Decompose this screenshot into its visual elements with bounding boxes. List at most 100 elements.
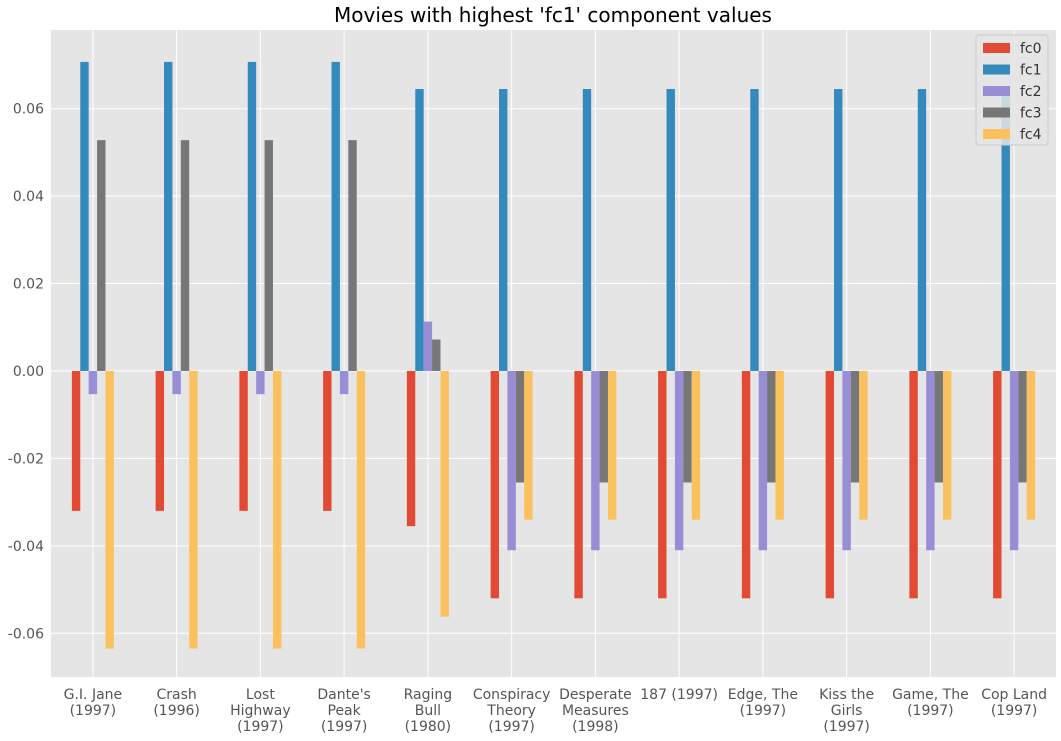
x-tick-label: Desperate Measures (1998) (559, 687, 632, 735)
x-axis-ticks: G.I. Jane (1997)Crash (1996)Lost Highway (19… (64, 687, 1047, 735)
bar-fc4 (272, 370, 282, 649)
x-tick-label-line: (1997) (237, 719, 284, 735)
legend-label-fc3: fc3 (1020, 106, 1042, 122)
x-tick-label-line: (1997) (823, 719, 870, 735)
bar-fc0 (71, 370, 81, 511)
x-tick-label-line: G.I. Jane (64, 687, 123, 703)
bar-fc2 (339, 370, 349, 395)
bar-fc3 (767, 370, 776, 483)
bar-fc4 (356, 370, 366, 649)
legend: fc0 fc1 fc2 fc3 fc4 (975, 34, 1049, 146)
x-tick-label-line: Cop Land (981, 687, 1047, 703)
bar-fc2 (256, 370, 265, 395)
x-tick-label-line: (1980) (405, 719, 452, 735)
bar-fc3 (1018, 370, 1027, 483)
bar-fc2 (926, 370, 935, 551)
x-tick-label: Lost Highway (1997) (230, 687, 291, 735)
bar-fc1 (917, 89, 927, 371)
x-tick-label: Cop Land (1997) (981, 687, 1047, 719)
y-tick-label: -0.06 (8, 626, 44, 642)
bar-fc2 (88, 370, 98, 395)
grid-lines (51, 30, 1056, 677)
bar-fc3 (515, 370, 525, 483)
bar-fc0 (993, 370, 1002, 599)
bar-fc1 (666, 89, 675, 371)
bar-fc4 (607, 370, 617, 520)
bar-fc3 (934, 370, 943, 483)
bar-fc4 (1026, 370, 1036, 520)
legend-label-fc4: fc4 (1020, 127, 1042, 143)
bar-fc4 (942, 370, 952, 520)
x-tick-label-line: (1997) (488, 719, 535, 735)
bar-fc0 (741, 370, 751, 599)
bar-fc2 (423, 321, 433, 371)
bar-fc2 (591, 370, 600, 551)
x-tick-label-line: Measures (562, 703, 629, 719)
x-tick-label-line: (1997) (740, 703, 787, 719)
x-tick-label-line: Conspiracy (473, 687, 551, 703)
y-tick-label: -0.02 (8, 451, 44, 467)
x-tick-label: G.I. Jane (1997) (64, 687, 123, 719)
x-tick-label-line: (1997) (321, 719, 368, 735)
bar-fc1 (164, 61, 173, 371)
bar-fc1 (247, 61, 257, 371)
x-tick-label-line: (1997) (907, 703, 954, 719)
x-tick-label-line: Peak (328, 703, 362, 719)
bar-fc3 (599, 370, 608, 483)
bar-fc0 (406, 370, 416, 527)
bar-fc0 (909, 370, 918, 599)
x-tick-label-line: (1998) (572, 719, 619, 735)
x-tick-label-line: Theory (486, 703, 536, 719)
bar-fc4 (691, 370, 701, 520)
bar-fc3 (97, 140, 106, 371)
x-tick-label: Crash (1996) (153, 687, 200, 719)
bar-fc3 (348, 140, 357, 371)
x-tick-label: Conspiracy Theory (1997) (473, 687, 551, 735)
bar-fc1 (582, 89, 592, 371)
x-tick-label-line: (1996) (153, 703, 200, 719)
bars (71, 61, 1036, 649)
bar-fc1 (331, 61, 340, 371)
bar-fc3 (432, 339, 441, 371)
y-tick-label: 0.06 (13, 102, 44, 118)
y-tick-label: 0.02 (13, 277, 44, 293)
x-tick-label-line: (1997) (70, 703, 117, 719)
x-tick-label: Game, The (1997) (892, 687, 969, 719)
x-tick-label-line: Highway (230, 703, 291, 719)
bar-fc0 (323, 370, 332, 511)
x-tick-label-line: Crash (156, 687, 196, 703)
x-tick-label-line: (1997) (991, 703, 1038, 719)
bar-fc1 (415, 89, 424, 371)
x-tick-label-line: Edge, The (728, 687, 798, 703)
x-tick-label-line: Kiss the (819, 687, 874, 703)
bar-fc4 (524, 370, 533, 520)
x-tick-label-line: Lost (246, 687, 275, 703)
bar-fc4 (859, 370, 868, 520)
x-tick-label-line: Game, The (892, 687, 969, 703)
x-tick-label: Edge, The (1997) (728, 687, 798, 719)
bar-fc1 (834, 89, 843, 371)
chart-title: Movies with highest 'fc1' component valu… (334, 3, 772, 27)
legend-swatch-fc3 (983, 107, 1010, 118)
x-tick-label-line: Desperate (559, 687, 632, 703)
bar-fc4 (105, 370, 114, 649)
plot-background (51, 30, 1056, 677)
bar-fc0 (825, 370, 835, 599)
y-tick-label: 0.00 (13, 364, 44, 380)
bar-fc4 (440, 370, 449, 617)
bar-fc1 (499, 89, 508, 371)
bar-fc2 (172, 370, 181, 395)
legend-label-fc2: fc2 (1020, 84, 1042, 100)
bar-fc1 (750, 89, 759, 371)
bar-fc2 (507, 370, 516, 551)
bar-fc3 (264, 140, 273, 371)
x-tick-label: Raging Bull (1980) (404, 687, 453, 735)
y-tick-label: -0.04 (8, 539, 44, 555)
legend-swatch-fc1 (983, 64, 1010, 75)
x-tick-label-line: Bull (415, 703, 441, 719)
bar-fc2 (758, 370, 768, 551)
bar-fc0 (239, 370, 248, 511)
bar-fc2 (1009, 370, 1019, 551)
x-tick-label-line: Girls (831, 703, 863, 719)
